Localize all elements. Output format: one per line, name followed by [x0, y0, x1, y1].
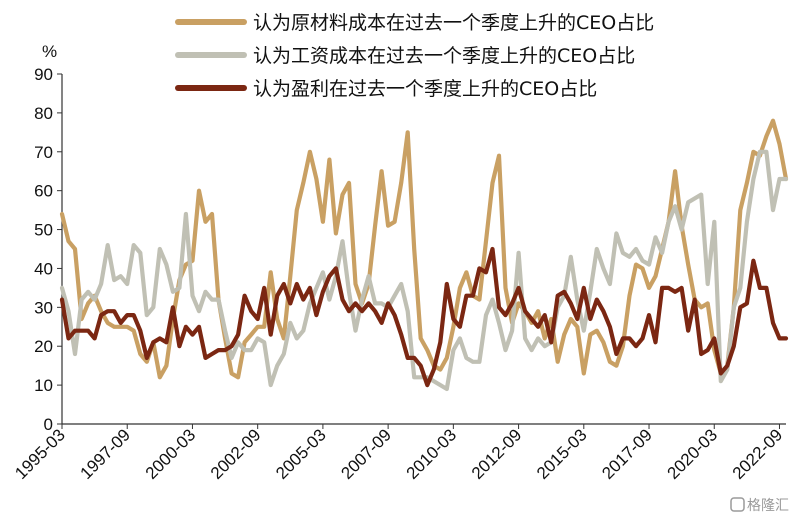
y-tick-label: 0: [44, 415, 53, 434]
series-lines: [59, 118, 789, 392]
watermark: 格隆汇: [730, 497, 789, 514]
x-tick-label: 1995-03: [11, 425, 69, 483]
y-tick-group: 0 10 20 30 40 50 60 70 80 90: [34, 65, 62, 434]
x-tick-label: 2012-09: [468, 425, 526, 483]
y-tick-label: 30: [34, 298, 53, 317]
watermark-logo-icon: [730, 497, 745, 512]
series-line-profit: [59, 246, 789, 388]
x-tick-label: 1997-09: [77, 425, 135, 483]
x-tick-label: 2017-09: [598, 425, 656, 483]
series-line-raw-material: [59, 118, 789, 380]
y-tick-label: 90: [34, 65, 53, 84]
legend-label-raw-material: 认为原材料成本在过去一个季度上升的CEO占比: [253, 12, 654, 34]
x-tick-label: 2015-03: [533, 425, 591, 483]
y-unit-label: %: [42, 42, 57, 61]
x-tick-label: 2010-03: [403, 425, 461, 483]
y-tick-label: 70: [34, 143, 53, 162]
x-tick-label: 2020-03: [664, 425, 722, 483]
y-tick-label: 10: [34, 376, 53, 395]
x-tick-label: 2002-09: [207, 425, 265, 483]
y-tick-label: 20: [34, 337, 53, 356]
legend-label-profit: 认为盈利在过去一个季度上升的CEO占比: [253, 78, 597, 100]
y-tick-label: 80: [34, 104, 53, 123]
x-tick-label: 2007-09: [337, 425, 395, 483]
legend-label-wage: 认为工资成本在过去一个季度上升的CEO占比: [253, 45, 635, 67]
x-tick-label: 2000-03: [142, 425, 200, 483]
y-tick-label: 40: [34, 259, 53, 278]
legend: 认为原材料成本在过去一个季度上升的CEO占比 认为工资成本在过去一个季度上升的C…: [175, 12, 654, 100]
y-tick-label: 50: [34, 221, 53, 240]
x-tick-label: 2005-03: [272, 425, 330, 483]
x-tick-group: 1995-03 1997-09 2000-03 2002-09 2005-03 2007-…: [11, 424, 786, 483]
watermark-text: 格隆汇: [747, 498, 789, 514]
x-tick-label: 2022-09: [729, 425, 787, 483]
y-tick-label: 60: [34, 182, 53, 201]
